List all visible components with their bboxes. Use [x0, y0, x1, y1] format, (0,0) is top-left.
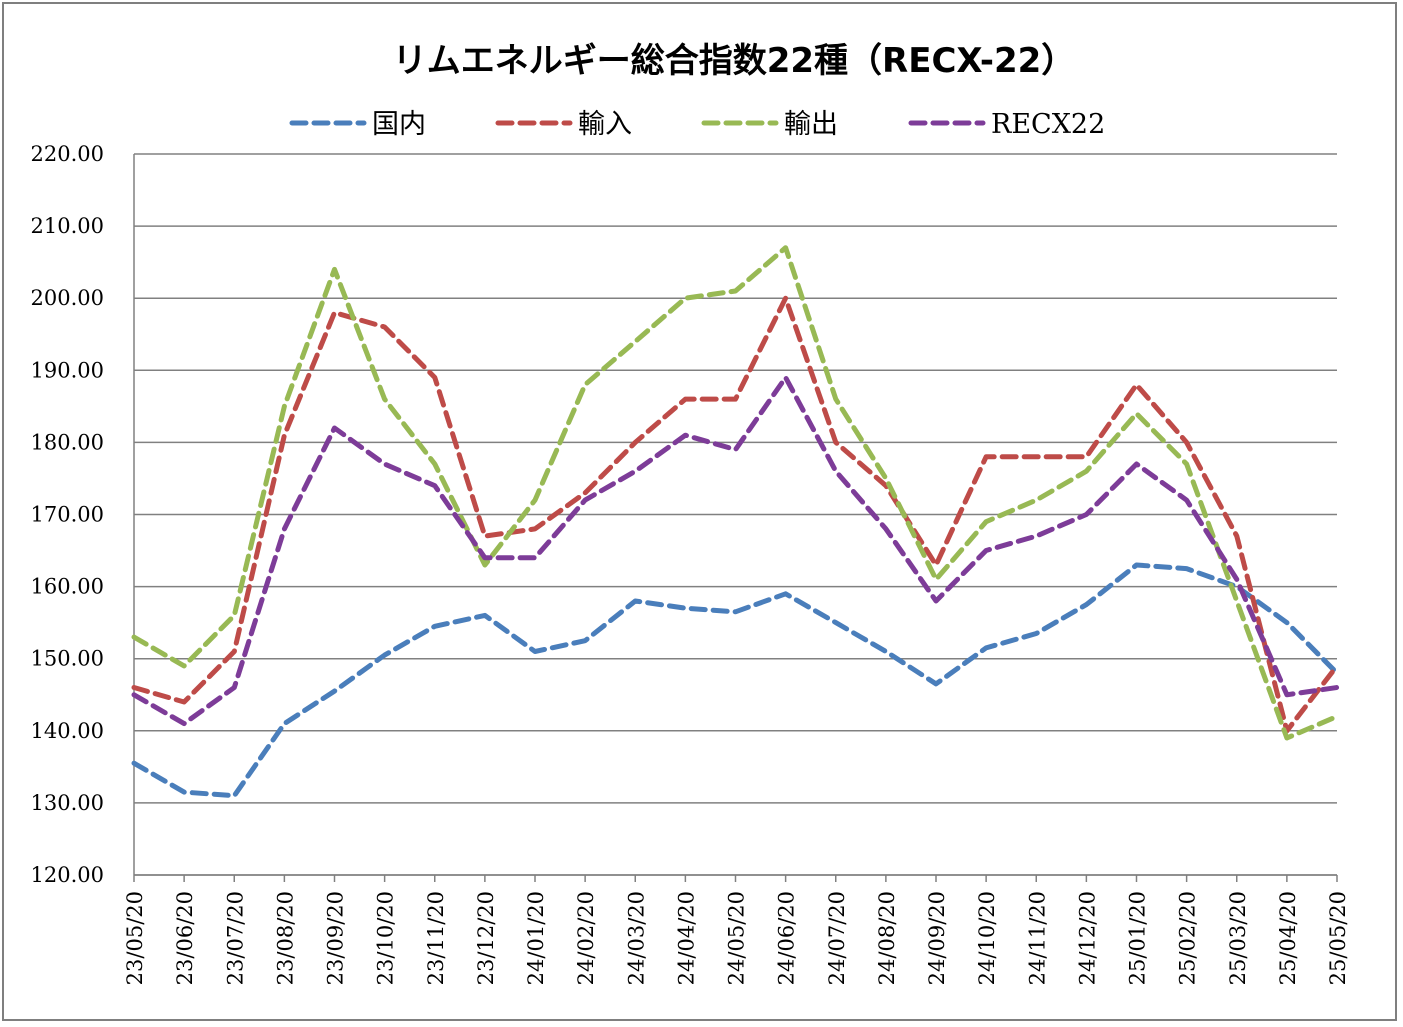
- y-tick-label: 140.00: [31, 719, 104, 743]
- x-tick-label: 24/11/20: [1025, 891, 1049, 985]
- chart-canvas: リムエネルギー総合指数22種（RECX-22） 国内 輸入 輸出 RECX22 120…: [31, 41, 1350, 985]
- x-axis-ticks: 23/05/20 23/06/20 23/07/20 23/08/20 23/09/20…: [123, 875, 1350, 985]
- y-tick-label: 180.00: [31, 430, 104, 454]
- x-tick-label: 23/06/20: [173, 891, 197, 985]
- legend-label-3: RECX22: [991, 109, 1105, 140]
- chart-title: リムエネルギー総合指数22種（RECX-22）: [393, 41, 1076, 81]
- x-tick-label: 23/09/20: [324, 891, 348, 985]
- legend-label-1: 輸入: [578, 109, 632, 140]
- x-tick-label: 24/12/20: [1075, 891, 1099, 985]
- legend-label-0: 国内: [372, 109, 426, 140]
- y-axis-ticks: 120.00 130.00 140.00 150.00 160.00 170.00 180.…: [31, 142, 104, 887]
- y-tick-label: 200.00: [31, 286, 104, 310]
- x-tick-label: 25/02/20: [1176, 891, 1200, 985]
- grid-lines: [133, 153, 1337, 876]
- x-tick-label: 23/11/20: [424, 891, 448, 985]
- x-tick-label: 24/02/20: [574, 891, 598, 985]
- y-tick-label: 190.00: [31, 358, 104, 382]
- x-tick-label: 24/04/20: [674, 891, 698, 985]
- x-tick-label: 25/03/20: [1226, 891, 1250, 985]
- y-tick-label: 150.00: [31, 647, 104, 671]
- x-tick-label: 25/01/20: [1126, 891, 1150, 985]
- x-tick-label: 23/07/20: [223, 891, 247, 985]
- plot-area: [131, 245, 1340, 799]
- x-tick-label: 23/10/20: [374, 891, 398, 985]
- x-tick-label: 24/08/20: [875, 891, 899, 985]
- x-tick-label: 24/05/20: [725, 891, 749, 985]
- y-tick-label: 160.00: [31, 575, 104, 599]
- series-line-0: [131, 562, 1340, 799]
- x-tick-label: 24/06/20: [775, 891, 799, 985]
- x-tick-label: 23/08/20: [273, 891, 297, 985]
- y-tick-label: 170.00: [31, 503, 104, 527]
- series-line-2: [131, 245, 1340, 741]
- x-tick-label: 24/03/20: [624, 891, 648, 985]
- y-tick-label: 130.00: [31, 791, 104, 815]
- series-line-3: [131, 375, 1340, 727]
- series-line-1: [131, 295, 1340, 734]
- x-tick-label: 25/04/20: [1276, 891, 1300, 985]
- y-tick-label: 120.00: [31, 863, 104, 887]
- x-tick-label: 24/07/20: [825, 891, 849, 985]
- legend: 国内 輸入 輸出 RECX22: [289, 109, 1105, 140]
- x-tick-label: 25/05/20: [1326, 891, 1350, 985]
- x-tick-label: 24/10/20: [975, 891, 999, 985]
- y-tick-label: 220.00: [31, 142, 104, 166]
- x-tick-label: 23/12/20: [474, 891, 498, 985]
- x-tick-label: 24/01/20: [524, 891, 548, 985]
- x-tick-label: 24/09/20: [925, 891, 949, 985]
- legend-label-2: 輸出: [784, 109, 838, 140]
- y-tick-label: 210.00: [31, 214, 104, 238]
- x-tick-label: 23/05/20: [123, 891, 147, 985]
